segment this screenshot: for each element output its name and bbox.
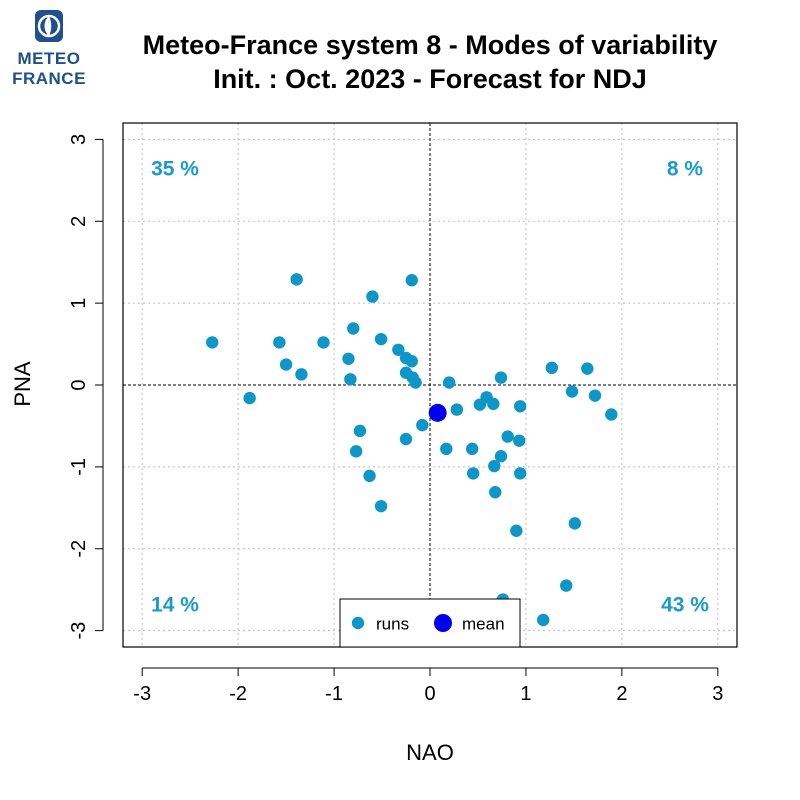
meteo-france-emblem-icon xyxy=(35,10,63,42)
legend-marker-mean xyxy=(434,614,452,632)
run-point xyxy=(347,322,360,335)
x-tick-label: 0 xyxy=(424,683,435,705)
run-point xyxy=(560,579,573,592)
run-point xyxy=(581,362,594,375)
y-tick-label: 3 xyxy=(68,134,90,145)
run-point xyxy=(290,273,303,286)
quadrant-label-bottom-left: 14 % xyxy=(151,594,199,617)
run-point xyxy=(501,430,514,443)
x-axis-title: NAO xyxy=(406,740,454,765)
reference-lines xyxy=(123,123,737,647)
y-tick-label: 1 xyxy=(68,298,90,309)
legend-box xyxy=(339,598,521,648)
run-point xyxy=(510,524,523,537)
run-point xyxy=(374,332,388,346)
legend-marker-runs xyxy=(351,616,365,630)
run-point xyxy=(513,400,527,413)
run-point xyxy=(494,371,508,384)
y-tick-label: 2 xyxy=(68,216,90,227)
run-point xyxy=(206,336,219,349)
run-point xyxy=(279,358,293,371)
run-point xyxy=(317,336,330,349)
quadrant-label-top-right: 8 % xyxy=(667,158,704,181)
x-tick-label: -1 xyxy=(325,683,343,705)
run-point xyxy=(494,450,508,463)
run-point xyxy=(487,397,500,411)
quadrant-label-bottom-right: 43 % xyxy=(661,594,709,617)
run-point xyxy=(366,290,379,303)
axes: -3 -2 -1 0 1 2 3 -3 -2 -1 0 1 2 3 xyxy=(68,134,723,705)
run-point xyxy=(416,418,429,432)
run-point xyxy=(273,336,286,349)
run-point xyxy=(405,274,418,287)
mean-point xyxy=(428,403,447,422)
y-tick-label: 0 xyxy=(68,379,90,390)
x-tick-label: 3 xyxy=(712,683,723,705)
run-point xyxy=(513,467,527,480)
run-point xyxy=(466,467,480,480)
run-point xyxy=(488,459,501,473)
run-point xyxy=(442,376,456,389)
run-point xyxy=(399,432,413,446)
run-point xyxy=(605,408,618,421)
run-point xyxy=(466,442,479,456)
run-point xyxy=(545,361,559,375)
run-point xyxy=(440,442,453,456)
quadrant-percentages: 35 % 8 % 14 % 43 % xyxy=(151,158,709,617)
run-point xyxy=(489,486,502,499)
run-point xyxy=(342,352,355,365)
x-tick-label: 1 xyxy=(520,683,531,705)
run-point xyxy=(392,343,405,356)
meteo-france-logo: METEO FRANCE xyxy=(4,8,94,92)
run-point xyxy=(353,424,367,438)
x-tick-label: 2 xyxy=(616,683,627,705)
run-point xyxy=(588,389,602,402)
run-point xyxy=(568,517,582,530)
logo-word-france: FRANCE xyxy=(12,69,86,88)
run-point xyxy=(344,373,357,386)
chart-title-line-1: Meteo-France system 8 - Modes of variabi… xyxy=(142,30,718,60)
run-point xyxy=(374,499,388,513)
legend-label-mean: mean xyxy=(462,615,505,634)
run-point xyxy=(243,391,256,405)
x-tick-label: -3 xyxy=(133,683,151,705)
x-tick-label: -2 xyxy=(229,683,247,705)
run-point xyxy=(295,368,308,381)
logo-word-meteo: METEO xyxy=(17,49,81,68)
run-point xyxy=(405,355,418,368)
y-tick-label: -3 xyxy=(68,622,90,640)
y-tick-label: -2 xyxy=(68,540,90,558)
y-tick-label: -1 xyxy=(68,458,90,476)
run-point xyxy=(363,469,376,483)
y-axis-title: PNA xyxy=(10,361,35,407)
legend-label-runs: runs xyxy=(376,615,409,634)
run-point xyxy=(349,445,363,458)
data-points xyxy=(206,273,618,627)
run-point xyxy=(450,403,464,416)
run-point xyxy=(409,376,422,389)
run-point xyxy=(565,385,579,398)
run-point xyxy=(513,434,526,447)
legend: runs mean xyxy=(339,598,521,648)
quadrant-label-top-left: 35 % xyxy=(151,158,199,181)
chart-title-line-2: Init. : Oct. 2023 - Forecast for NDJ xyxy=(213,64,647,94)
run-point xyxy=(537,613,550,627)
